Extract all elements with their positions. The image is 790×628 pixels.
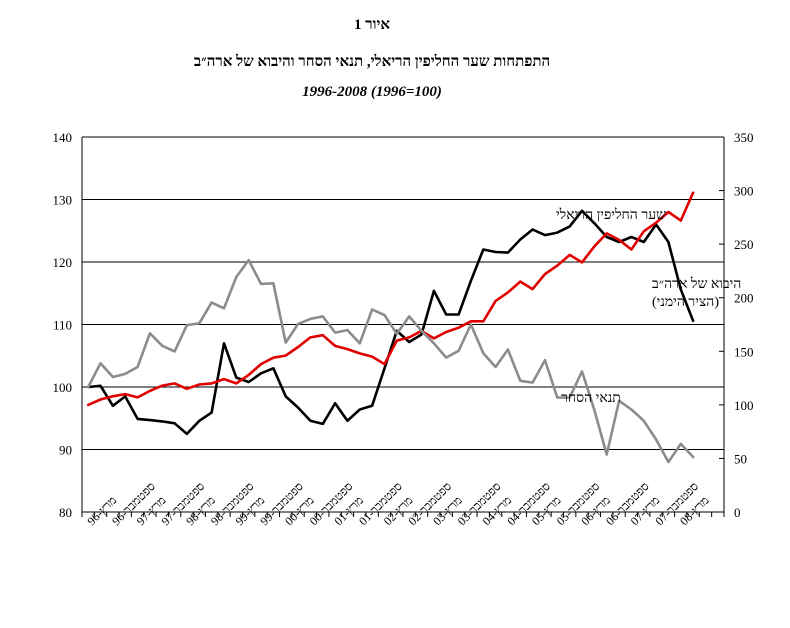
annotation-real-exchange-rate: שער החליפין הריאלי [556,207,666,223]
series-annotations: שער החליפין הריאלי היבוא של ארה״ב (הציר הי… [556,207,741,406]
left-axis-tick-label: 100 [53,380,73,395]
annotation-terms-of-trade: תנאי הסחר [561,391,621,406]
right-axis-tick-label: 150 [734,344,754,359]
annotation-us-imports: היבוא של ארה״ב [652,276,741,292]
series-line-1 [86,191,695,407]
right-axis-tick-label: 0 [734,505,741,520]
annotation-right-axis-note: (הציר הימני) [652,295,719,310]
right-axis-tick-label: 300 [734,184,754,199]
left-axis-tick-label: 80 [59,505,72,520]
left-axis-tick-label: 130 [53,193,73,208]
right-axis-tick-label: 200 [734,291,754,306]
right-axis-tick-label: 350 [734,130,754,145]
left-axis-tick-label: 90 [59,443,72,458]
chart-title: איור 1 [354,17,390,33]
series-line-2 [86,258,695,464]
chart-base-period: 1996-2008 (1996=100) [302,84,442,100]
left-axis-tick-label: 140 [53,130,73,145]
chart-subtitle: התפתחות שער החליפין הריאלי, תנאי הסחר וה… [194,53,550,70]
left-axis-tick-label: 110 [53,318,72,333]
right-axis-tick-label: 250 [734,237,754,252]
series-lines [86,191,695,464]
right-axis-tick-label: 100 [734,398,754,413]
axes: 80 90 100 110 120 130 140 0 50 100 150 200 250 300 350… [53,130,754,528]
right-axis-tick-label: 50 [734,451,747,466]
left-axis-tick-label: 120 [53,255,73,270]
